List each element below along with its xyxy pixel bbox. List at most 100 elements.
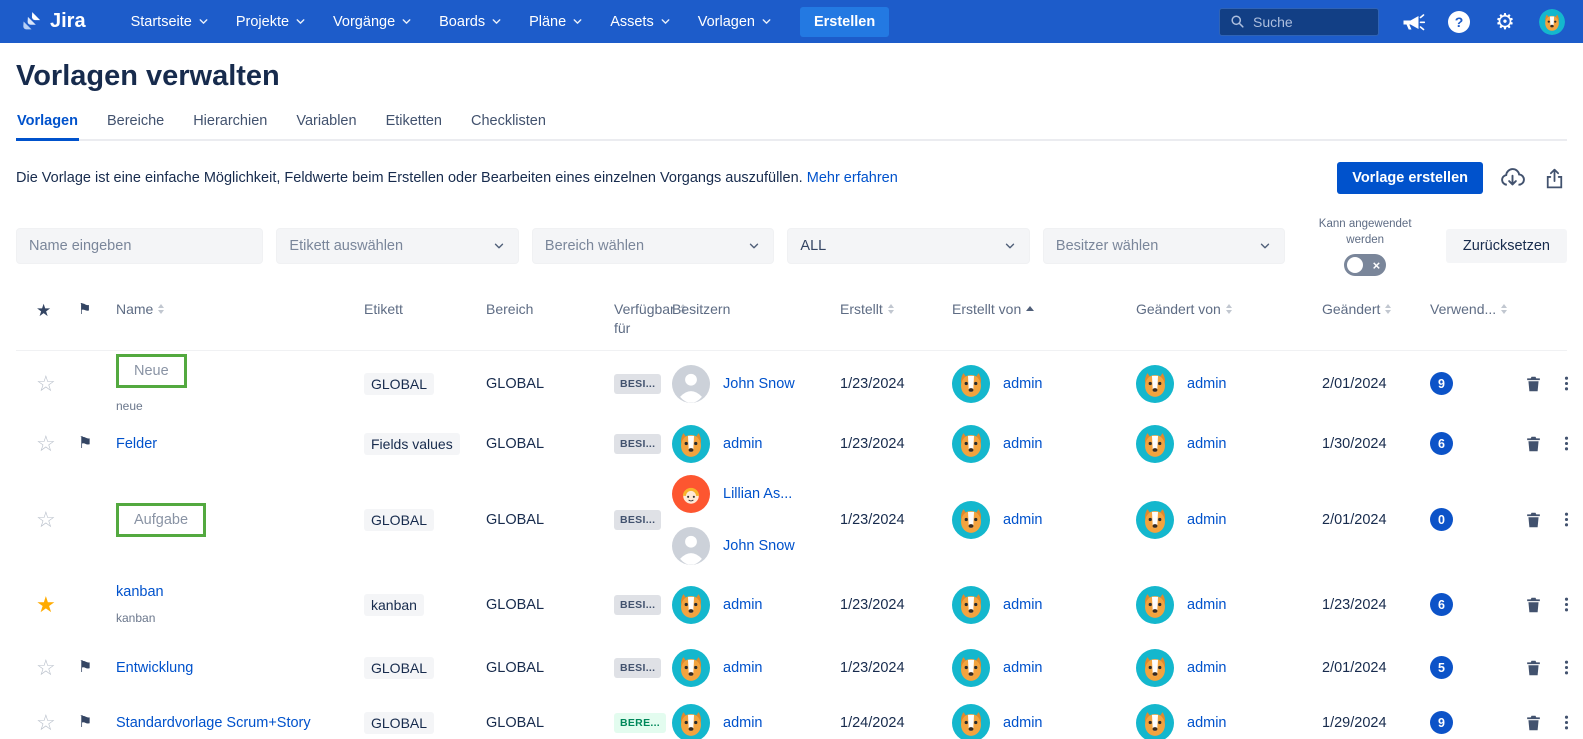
user-link[interactable]: admin (1003, 375, 1043, 392)
user-link[interactable]: admin (1003, 596, 1043, 613)
user-link[interactable]: Lillian As... (723, 485, 793, 502)
tab-etiketten[interactable]: Etiketten (385, 113, 442, 129)
delete-icon[interactable] (1524, 713, 1543, 733)
user-link[interactable]: admin (1187, 435, 1227, 452)
gear-icon[interactable]: ⚙ (1495, 8, 1515, 34)
export-share-icon[interactable] (1542, 166, 1567, 191)
user-link[interactable]: admin (1003, 435, 1043, 452)
bereich-value: GLOBAL (486, 714, 545, 731)
delete-icon[interactable] (1524, 658, 1543, 678)
star-outline-icon[interactable]: ☆ (36, 430, 56, 456)
star-filled-icon[interactable]: ★ (36, 591, 56, 617)
user-link[interactable]: admin (1187, 375, 1227, 392)
learn-more-link[interactable]: Mehr erfahren (806, 170, 898, 186)
verfuegbar-badge: BESI... (614, 373, 662, 394)
reset-button[interactable]: Zurücksetzen (1445, 229, 1567, 264)
column-header-geaendert_von[interactable]: Geändert von (1136, 300, 1322, 338)
import-download-icon[interactable] (1499, 165, 1526, 192)
chevron-down-icon (1261, 243, 1270, 249)
kebab-menu-icon[interactable] (1558, 509, 1575, 530)
dog-avatar (952, 424, 990, 463)
kebab-menu-icon[interactable] (1558, 594, 1575, 615)
user-link[interactable]: admin (723, 659, 763, 676)
usage-count-badge: 9 (1430, 711, 1453, 735)
star-outline-icon[interactable]: ☆ (36, 709, 56, 735)
user-link[interactable]: John Snow (723, 375, 795, 392)
nav-create-button[interactable]: Erstellen (799, 6, 890, 37)
nav-item-startseite[interactable]: Startseite (120, 8, 221, 36)
template-name-link[interactable]: Aufgabe (116, 502, 207, 537)
template-name-link[interactable]: Felder (116, 435, 158, 452)
flag-icon[interactable]: ⚑ (78, 434, 93, 452)
nav-item-projekte[interactable]: Projekte (225, 8, 318, 36)
chevron-down-icon (661, 19, 670, 24)
user-link[interactable]: admin (723, 435, 763, 452)
column-header-verwendungen[interactable]: Verwend... (1430, 300, 1522, 338)
star-outline-icon[interactable]: ☆ (36, 370, 56, 396)
nav-item-vorg-nge[interactable]: Vorgänge (322, 8, 424, 36)
help-icon[interactable]: ? (1447, 10, 1471, 34)
search-box[interactable] (1219, 7, 1379, 36)
chevron-down-icon (1005, 243, 1015, 249)
announcement-icon[interactable] (1401, 10, 1425, 34)
verfuegbar-badge: BERE... (614, 712, 667, 733)
column-header-erstellt[interactable]: Erstellt (840, 300, 952, 338)
tab-variablen[interactable]: Variablen (296, 113, 357, 129)
page-description: Die Vorlage ist eine einfache Möglichkei… (16, 170, 898, 186)
user-link[interactable]: admin (1187, 659, 1227, 676)
user-link[interactable]: admin (1187, 596, 1227, 613)
etikett-filter-select[interactable]: Etikett auswählen (276, 228, 519, 265)
column-header-erstellt_von[interactable]: Erstellt von (952, 300, 1136, 338)
etikett-badge: GLOBAL (364, 372, 435, 395)
delete-icon[interactable] (1524, 595, 1543, 615)
nav-item-pl-ne[interactable]: Pläne (518, 8, 595, 36)
column-header-bereich: Bereich (486, 301, 534, 318)
user-link[interactable]: admin (1003, 659, 1043, 676)
dog-avatar (1136, 648, 1174, 687)
column-header-geaendert[interactable]: Geändert (1322, 300, 1430, 338)
person-avatar (672, 364, 710, 403)
user-link[interactable]: admin (723, 714, 763, 731)
tab-hierarchien[interactable]: Hierarchien (193, 113, 268, 129)
tab-checklisten[interactable]: Checklisten (470, 113, 546, 129)
delete-icon[interactable] (1524, 434, 1543, 454)
delete-icon[interactable] (1524, 510, 1543, 530)
column-header-besitzern: Besitzern (672, 301, 731, 318)
verfuegbar-filter-select[interactable]: ALL (787, 228, 1030, 265)
user-link[interactable]: admin (723, 596, 763, 613)
can-apply-toggle[interactable]: × (1344, 254, 1387, 277)
name-filter-input[interactable] (29, 238, 251, 255)
nav-item-assets[interactable]: Assets (599, 8, 683, 36)
template-name-link[interactable]: Standardvorlage Scrum+Story (116, 714, 311, 731)
sort-icon (1501, 304, 1508, 315)
user-link[interactable]: John Snow (723, 537, 795, 554)
delete-icon[interactable] (1524, 374, 1543, 394)
template-name-link[interactable]: kanban (116, 584, 164, 601)
column-header-verfuegbar[interactable]: Verfügbar für (614, 300, 686, 338)
tab-bereiche[interactable]: Bereiche (106, 113, 165, 129)
star-outline-icon[interactable]: ☆ (36, 654, 56, 680)
nav-item-boards[interactable]: Boards (428, 8, 514, 36)
jira-logo[interactable]: Jira (20, 10, 86, 33)
create-template-button[interactable]: Vorlage erstellen (1337, 162, 1483, 194)
user-link[interactable]: admin (1187, 714, 1227, 731)
flag-icon[interactable]: ⚑ (78, 713, 93, 731)
template-name-link[interactable]: Neue (116, 354, 187, 389)
user-link[interactable]: admin (1003, 714, 1043, 731)
flag-icon[interactable]: ⚑ (78, 658, 93, 676)
user-link[interactable]: admin (1187, 511, 1227, 528)
besitzer-filter-select[interactable]: Besitzer wählen (1042, 228, 1286, 265)
nav-item-vorlagen[interactable]: Vorlagen (687, 8, 784, 36)
user-link[interactable]: admin (1003, 511, 1043, 528)
kebab-menu-icon[interactable] (1558, 712, 1575, 733)
column-header-name[interactable]: Name (116, 300, 364, 338)
kebab-menu-icon[interactable] (1558, 433, 1575, 454)
kebab-menu-icon[interactable] (1558, 657, 1575, 678)
kebab-menu-icon[interactable] (1558, 373, 1575, 394)
star-outline-icon[interactable]: ☆ (36, 506, 56, 532)
tab-vorlagen[interactable]: Vorlagen (16, 109, 79, 141)
bereich-filter-select[interactable]: Bereich wählen (531, 228, 775, 265)
user-avatar[interactable] (1539, 8, 1565, 35)
search-input[interactable] (1253, 13, 1363, 30)
template-name-link[interactable]: Entwicklung (116, 659, 194, 676)
